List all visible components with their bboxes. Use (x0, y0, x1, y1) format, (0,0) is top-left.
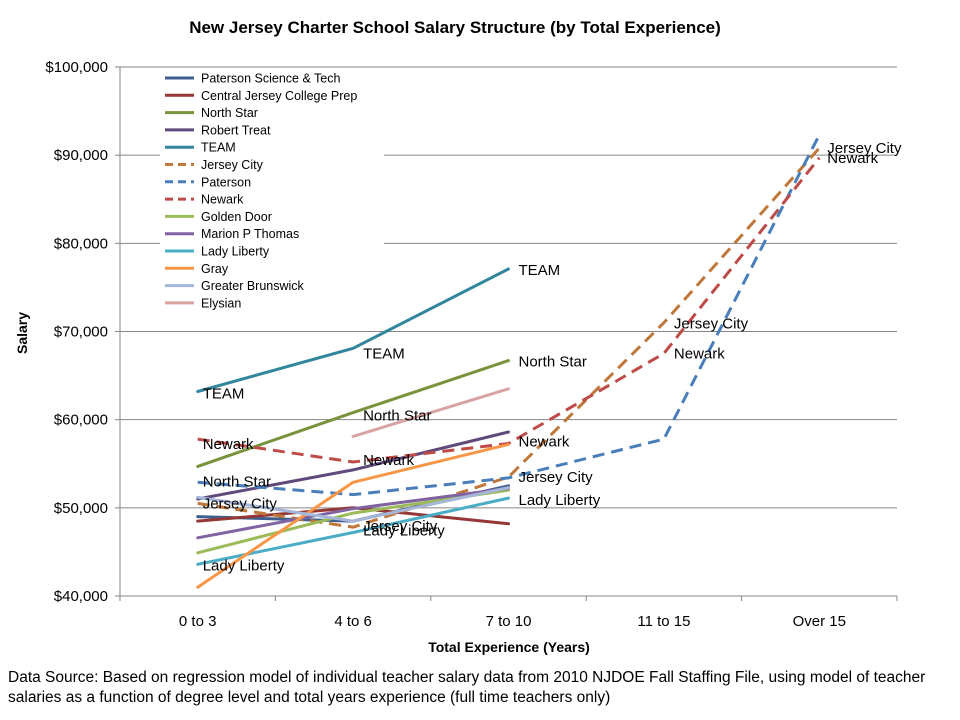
series-line-greater-brunswick (196, 486, 510, 523)
data-label: Newark (203, 436, 254, 453)
y-axis-label: Salary (14, 312, 30, 354)
legend-entry: Paterson (201, 175, 251, 189)
data-label: Jersey City (827, 140, 902, 157)
data-label: TEAM (203, 385, 245, 402)
legend-entry: Jersey City (201, 158, 264, 172)
data-label: Jersey City (363, 518, 438, 535)
legend-entry: Paterson Science & Tech (201, 72, 340, 86)
legend-entry: Marion P Thomas (201, 227, 299, 241)
data-label: Lady Liberty (203, 557, 285, 574)
x-tick-label: 4 to 6 (334, 613, 372, 630)
data-label: Jersey City (519, 469, 594, 486)
legend-entry: Elysian (201, 296, 241, 310)
x-tick-label: 7 to 10 (486, 613, 532, 630)
y-tick-label: $50,000 (54, 500, 108, 517)
series-lines (196, 134, 821, 589)
legend-entry: Gray (201, 262, 229, 276)
data-label: TEAM (363, 345, 405, 362)
y-tick-label: $90,000 (54, 147, 108, 164)
y-tick-label: $60,000 (54, 412, 108, 429)
series-line-marion-p-thomas (196, 486, 510, 540)
y-tick-label: $40,000 (54, 588, 108, 605)
data-label: Newark (519, 433, 570, 450)
data-source-note: Data Source: Based on regression model o… (8, 669, 926, 706)
y-tick-label: $80,000 (54, 235, 108, 252)
legend-entry: North Star (201, 106, 258, 120)
data-label: Jersey City (674, 316, 749, 333)
y-tick-label: $100,000 (45, 59, 108, 76)
legend-entry: Greater Brunswick (201, 279, 305, 293)
data-label: North Star (519, 354, 587, 371)
legend-entry: Golden Door (201, 210, 272, 224)
data-label: Newark (827, 150, 878, 167)
data-label: Newark (363, 452, 414, 469)
chart-title: New Jersey Charter School Salary Structu… (189, 18, 721, 37)
series-line-robert-treat (196, 430, 510, 501)
data-labels: TEAM TEAM TEAM North Star North Star North St… (203, 140, 902, 574)
x-tick-label: 11 to 15 (637, 613, 690, 630)
series-line-team (196, 267, 510, 393)
legend-entry: Lady Liberty (201, 245, 270, 259)
data-label: North Star (363, 408, 431, 425)
series-line-north-star (196, 359, 510, 468)
data-label: North Star (203, 473, 271, 490)
series-line-gray (196, 442, 510, 589)
x-axis-ticks: 0 to 3 4 to 6 7 to 10 11 to 15 Over 15 (119, 596, 898, 630)
x-axis-label: Total Experience (Years) (428, 639, 590, 655)
legend-background (160, 70, 384, 316)
data-label: Lady Liberty (363, 523, 445, 540)
y-axis-ticks: $40,000 $50,000 $60,000 $70,000 $80,000 $90,0… (45, 59, 120, 605)
salary-line-chart: New Jersey Charter School Salary Structu… (14, 18, 902, 655)
data-label: Jersey City (203, 495, 278, 512)
series-line-paterson (197, 134, 821, 497)
data-label: Lady Liberty (519, 492, 601, 509)
legend-entry: TEAM (201, 141, 236, 155)
legend-entry: Central Jersey College Prep (201, 89, 357, 103)
x-tick-label: 0 to 3 (179, 613, 217, 630)
series-line-elysian (351, 387, 510, 438)
legend-entry: Newark (201, 193, 244, 207)
data-label: TEAM (519, 262, 561, 279)
legend: Paterson Science & Tech Central Jersey Co… (160, 70, 384, 316)
data-label: Newark (674, 346, 725, 363)
legend-entry: Robert Treat (201, 123, 271, 137)
x-tick-label: Over 15 (793, 613, 846, 630)
y-tick-label: $70,000 (54, 324, 108, 341)
